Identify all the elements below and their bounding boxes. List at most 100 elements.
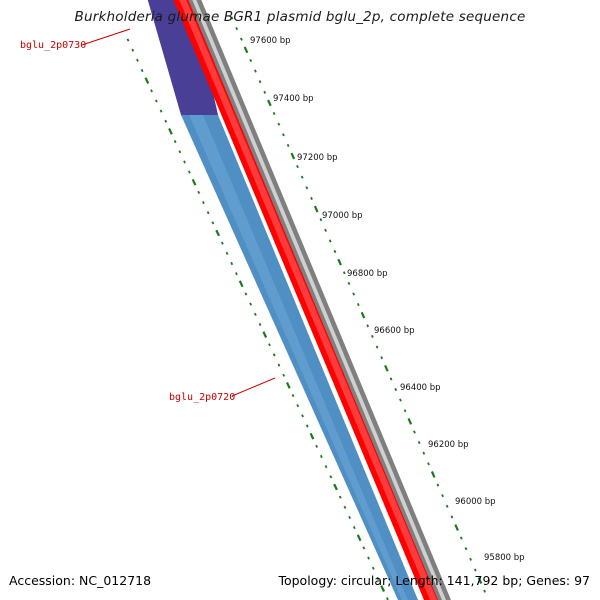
tick-label: 96400 bp	[400, 383, 441, 393]
minor-tick	[441, 494, 444, 498]
tick-label: 96200 bp	[428, 440, 469, 450]
tick-label: 96600 bp	[374, 326, 415, 336]
minor-tick	[244, 292, 248, 296]
major-tick	[407, 417, 413, 425]
minor-tick	[376, 576, 380, 580]
minor-tick	[370, 334, 374, 338]
minor-tick	[347, 281, 351, 285]
major-tick	[430, 471, 436, 478]
minor-tick	[403, 409, 407, 413]
gene-label-bglu-2p0730[interactable]: bglu_2p0730	[20, 40, 86, 51]
major-tick	[168, 128, 173, 135]
major-tick	[477, 577, 483, 584]
minor-tick	[483, 589, 487, 593]
minor-tick	[183, 160, 186, 164]
major-tick	[215, 229, 220, 237]
minor-tick	[362, 546, 366, 550]
minor-tick	[324, 465, 328, 469]
backbone-inner	[192, 0, 446, 600]
minor-tick	[300, 175, 304, 179]
tick-label: 97400 bp	[273, 94, 314, 104]
gene-track	[142, 0, 451, 600]
minor-tick	[211, 221, 215, 225]
minor-tick	[239, 37, 243, 41]
minor-tick	[272, 353, 276, 357]
minor-tick	[164, 119, 168, 123]
minor-tick	[202, 201, 205, 205]
gene-label-bglu-2p0720[interactable]: bglu_2p0720	[169, 392, 235, 403]
minor-tick	[338, 495, 342, 499]
minor-tick	[445, 504, 449, 508]
minor-tick	[348, 515, 352, 519]
sequence-summary: Topology: circular; Length: 141,792 bp; …	[278, 573, 590, 588]
major-tick	[290, 152, 296, 160]
minor-tick	[296, 404, 300, 408]
inner-tick-marks	[126, 38, 389, 600]
minor-tick	[277, 363, 281, 367]
minor-tick	[136, 58, 139, 62]
forward-strand-highlight	[179, 0, 437, 600]
gene-labels: bglu_2p0730 bglu_2p0720	[20, 28, 276, 403]
gene-bglu-2p0730[interactable]	[142, 0, 218, 115]
minor-tick	[187, 170, 191, 174]
minor-tick	[394, 387, 398, 392]
major-tick	[238, 280, 244, 288]
major-tick	[262, 331, 268, 338]
tick-label: 96000 bp	[455, 497, 496, 507]
minor-tick	[473, 568, 477, 572]
gene-band-shade	[189, 115, 408, 600]
gene-label-leader	[81, 28, 131, 46]
minor-tick	[225, 251, 229, 255]
minor-tick	[389, 377, 393, 381]
minor-tick	[131, 48, 135, 52]
minor-tick	[254, 69, 257, 73]
map-title: Burkholderia glumae BGR1 plasmid bglu_2p…	[74, 9, 526, 25]
minor-tick	[253, 312, 257, 316]
minor-tick	[342, 271, 346, 275]
minor-tick	[296, 165, 299, 169]
major-tick	[144, 77, 150, 84]
minor-tick	[329, 475, 333, 479]
minor-tick	[230, 16, 234, 20]
tick-labels: 97600 bp 97400 bp 97200 bp 97000 bp 9680…	[250, 36, 525, 563]
minor-tick	[268, 343, 271, 347]
major-tick	[380, 585, 385, 592]
minor-tick	[235, 272, 238, 276]
minor-tick	[366, 324, 370, 328]
minor-tick	[140, 68, 144, 73]
minor-tick	[178, 150, 182, 154]
major-tick	[333, 483, 338, 491]
minor-tick	[352, 526, 356, 530]
minor-tick	[305, 186, 309, 190]
minor-tick	[319, 454, 323, 459]
major-tick	[313, 205, 319, 213]
minor-tick	[258, 322, 262, 326]
minor-tick	[282, 373, 286, 377]
minor-tick	[249, 302, 253, 306]
minor-tick	[305, 424, 309, 428]
minor-tick	[427, 462, 430, 466]
minor-tick	[249, 58, 253, 62]
gene-label-leader	[231, 377, 276, 397]
minor-tick	[197, 190, 201, 194]
minor-tick	[258, 80, 262, 84]
minor-tick	[367, 556, 370, 560]
tick-label: 96800 bp	[347, 269, 388, 279]
minor-tick	[282, 133, 285, 137]
major-tick	[243, 46, 249, 54]
tick-label: 95800 bp	[484, 553, 525, 563]
minor-tick	[319, 218, 323, 222]
minor-tick	[235, 27, 239, 31]
minor-tick	[422, 451, 426, 455]
major-tick	[454, 524, 459, 531]
minor-tick	[469, 557, 472, 561]
minor-tick	[333, 249, 337, 254]
minor-tick	[154, 99, 158, 103]
minor-tick	[436, 483, 440, 487]
tick-label: 97600 bp	[250, 36, 291, 46]
tick-label: 97000 bp	[322, 211, 363, 221]
minor-tick	[263, 90, 267, 94]
minor-tick	[159, 109, 163, 113]
minor-tick	[291, 394, 295, 398]
